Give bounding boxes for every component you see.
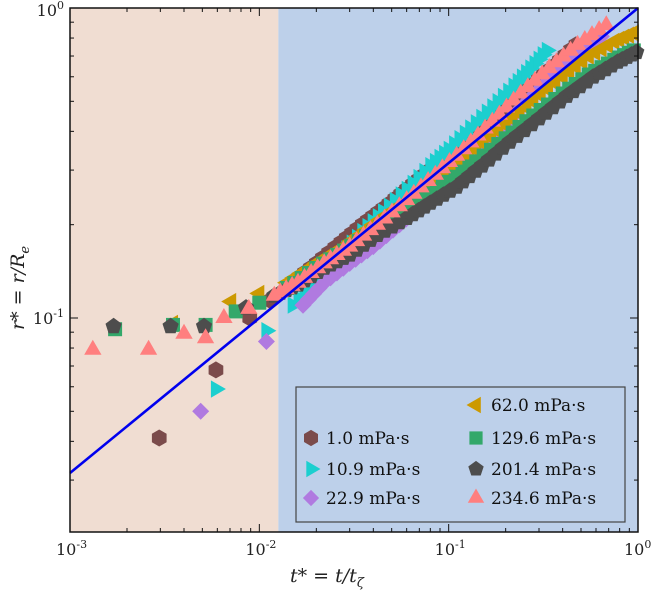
data-points [84,15,645,447]
shaded-region [70,8,279,532]
legend-marker-triangle-left [466,396,481,414]
data-point [195,317,213,334]
data-point [447,145,466,161]
legend-entry: 234.6 mPa·s [467,488,596,509]
legend-entry: 22.9 mPa·s [302,489,420,509]
data-point [139,339,158,355]
legend: 1.0 mPa·s 10.9 mPa·s 22.9 mPa·s 62.0 mPa·s 1… [295,386,626,523]
reference-line [69,6,639,474]
x-axis-label: t* = t/tζ [290,565,365,591]
data-point [196,328,215,344]
data-point [623,46,640,62]
data-point [208,361,224,379]
data-point [309,258,327,274]
data-point [481,103,497,121]
data-point [578,73,595,89]
data-point [572,52,588,70]
x-tick-label: 10-1 [435,538,466,559]
x-tick-label: 100 [624,538,651,559]
data-point [416,198,433,214]
data-point [533,64,551,80]
legend-label: 10.9 mPa·s [326,460,420,480]
data-point [347,250,365,268]
data-point [537,46,553,64]
data-point [151,429,167,447]
data-point [439,144,455,163]
legend-entry: 201.4 mPa·s [468,460,596,480]
data-point [419,162,435,181]
legend-label: 234.6 mPa·s [491,489,596,509]
legend-label: 1.0 mPa·s [326,429,410,449]
data-point [192,402,210,420]
axis-ticks [69,8,638,532]
legend-entry: 10.9 mPa·s [306,460,420,480]
data-point [576,30,594,45]
data-point [240,298,258,314]
data-point [590,20,608,36]
x-tick-label: 10-3 [56,538,87,559]
plot-frame [69,7,639,533]
legend-marker-pentagon [468,460,484,476]
legend-marker-triangle-right [306,460,321,478]
data-point [215,308,233,323]
x-tick-label: 10-2 [245,538,276,559]
legend-marker-triangle-up [467,488,485,503]
legend-marker-hexagon [304,429,318,447]
data-point [459,124,475,142]
legend-label: 129.6 mPa·s [491,429,596,449]
data-point [521,63,537,82]
data-point [105,317,122,334]
y-axis-label: r* = r/Re [7,246,33,330]
data-point [210,380,226,398]
data-point [551,93,568,109]
data-point [175,323,193,339]
data-point [494,139,511,155]
data-point [310,279,328,297]
legend-marker-square [469,431,483,445]
data-point [84,339,102,355]
data-point [441,182,458,198]
data-point [618,26,634,44]
y-tick-label: 10-1 [33,307,64,328]
data-point [252,295,267,310]
data-point [162,317,179,334]
data-point [257,333,275,350]
legend-entry: 129.6 mPa·s [469,429,596,449]
data-point [467,162,484,178]
legend-label: 201.4 mPa·s [491,460,596,480]
legend-label: 62.0 mPa·s [491,396,585,416]
data-point [523,115,540,132]
legend-label: 22.9 mPa·s [326,489,420,509]
data-point [598,36,613,54]
data-point [504,90,523,106]
data-point [561,40,580,56]
legend-box [295,386,626,523]
data-point [391,213,408,230]
data-point [503,82,519,100]
legend-entry: 62.0 mPa·s [466,396,585,416]
legend-marker-diamond [302,489,320,507]
y-tick-label: 100 [37,0,64,20]
legend-entry: 1.0 mPa·s [304,429,410,449]
tick-labels: 10-3 10-2 10-1 100 10-1 100 [33,0,651,559]
